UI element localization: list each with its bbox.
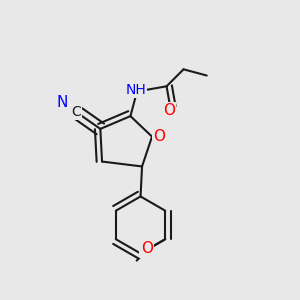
Text: O: O [163,103,175,118]
Text: O: O [154,129,166,144]
Text: NH: NH [125,83,146,97]
Text: C: C [71,105,81,119]
Text: O: O [141,242,153,256]
Text: N: N [57,95,68,110]
